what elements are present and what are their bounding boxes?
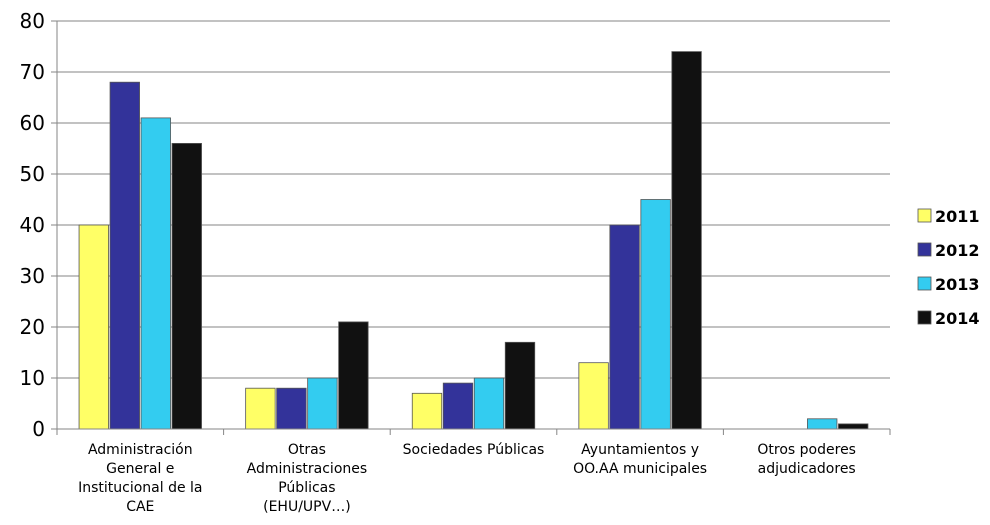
bar-2011-3 (578, 362, 609, 430)
legend-label-2012: 2012 (935, 241, 980, 260)
bar-2011-0 (78, 224, 109, 430)
bar-2012-0 (109, 81, 140, 430)
x-category-label-line: Institucional de la (78, 480, 202, 496)
legend-label-2011: 2011 (935, 207, 980, 226)
y-tick-label: 0 (32, 417, 45, 441)
legend-label-2013: 2013 (935, 275, 980, 294)
x-category-label: Administración General e Institucional de … (78, 442, 202, 515)
y-tick-label: 80 (20, 9, 45, 33)
bar-2014-1 (338, 321, 369, 430)
bar-2012-2 (442, 382, 474, 430)
legend-swatch-2014 (917, 310, 932, 325)
bar-2013-0 (140, 117, 171, 430)
x-category-label-line: Públicas (278, 480, 335, 496)
x-category-label-line: Administración (88, 442, 193, 458)
x-category-label-line: Administraciones (247, 461, 368, 477)
bar-2014-3 (671, 51, 702, 430)
y-tick-label: 40 (20, 213, 45, 237)
x-category-label: Otros poderes adjudicadores (757, 442, 856, 477)
x-category-label-line: (EHU/UPV…) (263, 499, 351, 515)
y-tick-label: 20 (20, 315, 45, 339)
y-tick-label: 30 (20, 264, 45, 288)
y-tick-label: 10 (20, 366, 45, 390)
bars (78, 51, 869, 430)
bar-2014-0 (171, 142, 202, 430)
x-category-label: Sociedades Públicas (403, 442, 545, 458)
legend-label-2014: 2014 (935, 309, 980, 328)
bar-2013-4 (807, 418, 838, 430)
x-category-label-line: adjudicadores (758, 461, 856, 477)
x-category-label-line: General e (106, 461, 174, 477)
x-category-label: Ayuntamientos y OO.AA municipales (573, 442, 707, 477)
y-axis-ticks: 0 10 20 30 40 50 60 70 80 (20, 9, 57, 441)
y-tick-label: 70 (20, 60, 45, 84)
bar-2013-1 (307, 377, 338, 430)
bar-2013-2 (473, 377, 505, 430)
axes (56, 21, 891, 435)
bar-2014-4 (838, 423, 869, 430)
x-category-label-line: Otros poderes (757, 442, 856, 458)
bar-2012-3 (609, 224, 640, 430)
x-category-label-line: Sociedades Públicas (403, 442, 545, 458)
legend-swatch-2012 (917, 242, 932, 257)
y-tick-label: 50 (20, 162, 45, 186)
x-category-label-line: Otras (288, 442, 326, 458)
bar-2012-1 (276, 387, 307, 430)
x-category-label-line: OO.AA municipales (573, 461, 707, 477)
bar-2011-1 (245, 387, 276, 430)
bar-2011-2 (411, 392, 443, 430)
bar-2013-3 (640, 199, 671, 430)
x-category-label: Otras Administraciones Públicas (EHU/UPV…) (247, 442, 368, 515)
legend-swatch-2013 (917, 276, 932, 291)
y-tick-label: 60 (20, 111, 45, 135)
x-category-label-line: CAE (126, 499, 154, 515)
bar-2014-2 (504, 341, 536, 430)
x-axis-categories: Administración General e Institucional de … (78, 442, 856, 515)
legend: 2011 2012 2013 2014 (917, 207, 980, 328)
x-category-label-line: Ayuntamientos y (581, 442, 699, 458)
legend-swatch-2011 (917, 208, 932, 223)
